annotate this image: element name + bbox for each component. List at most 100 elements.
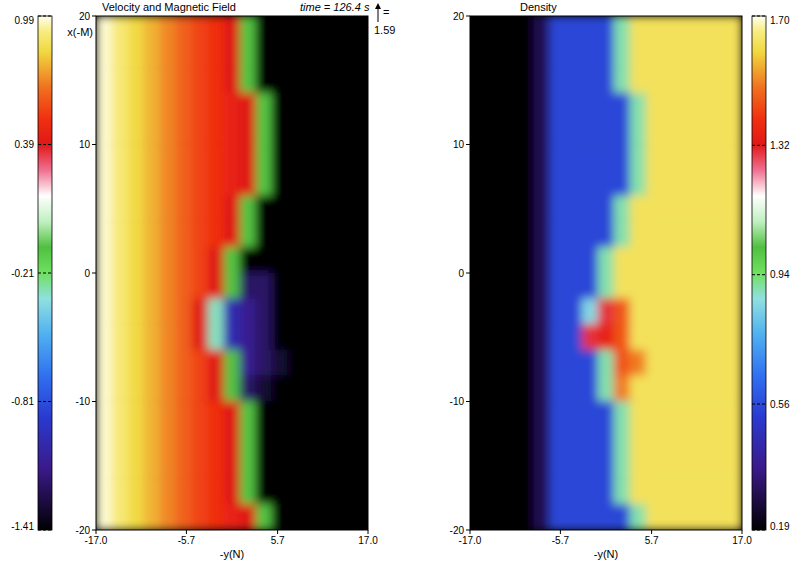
heatmap-cell	[582, 453, 599, 479]
heatmap-cell	[470, 376, 486, 402]
colorbar-tick	[752, 145, 766, 146]
scale-arrow-head	[375, 3, 381, 9]
heatmap-cell	[96, 453, 112, 479]
colorbar-tick-label: 0.39	[15, 139, 35, 150]
heatmap-cell	[272, 324, 289, 350]
heatmap-cell	[518, 119, 535, 145]
heatmap-cell	[112, 119, 129, 145]
heatmap-cell	[208, 119, 225, 145]
heatmap-cell	[128, 247, 145, 273]
heatmap-cell	[566, 298, 583, 324]
heatmap-cell	[502, 221, 519, 247]
heatmap-cell	[240, 170, 257, 196]
heatmap-cell	[128, 119, 145, 145]
heatmap-cell	[336, 16, 353, 42]
heatmap-cell	[598, 376, 615, 402]
heatmap-cell	[550, 504, 567, 530]
heatmap-cell	[144, 401, 161, 427]
heatmap-cell	[352, 119, 368, 145]
heatmap-cell	[176, 144, 193, 170]
heatmap-cell	[710, 427, 727, 453]
heatmap-cell	[144, 350, 161, 376]
heatmap-cell	[614, 376, 631, 402]
heatmap-cell	[566, 93, 583, 119]
heatmap-cell	[96, 376, 112, 402]
heatmap-cell	[288, 119, 305, 145]
heatmap-cell	[486, 427, 503, 453]
heatmap-cell	[224, 196, 241, 222]
heatmap-cell	[272, 504, 289, 530]
heatmap-cell	[304, 350, 321, 376]
heatmap-cell	[486, 119, 503, 145]
heatmap-cell	[598, 221, 615, 247]
heatmap-cell	[224, 453, 241, 479]
heatmap-cell	[96, 196, 112, 222]
heatmap-cell	[534, 273, 551, 299]
heatmap-cell	[320, 16, 337, 42]
heatmap-cell	[240, 119, 257, 145]
heatmap-cell	[144, 119, 161, 145]
heatmap-cell	[582, 401, 599, 427]
heatmap-cell	[176, 478, 193, 504]
heatmap-cell	[534, 478, 551, 504]
heatmap-cell	[518, 196, 535, 222]
heatmap-cell	[160, 93, 177, 119]
heatmap-cell	[630, 41, 647, 67]
colorbar-tick-label: 1.70	[770, 15, 790, 26]
heatmap-cell	[352, 453, 368, 479]
heatmap-cell	[646, 427, 663, 453]
heatmap-cell	[144, 427, 161, 453]
heatmap-cell	[566, 350, 583, 376]
heatmap-cell	[630, 273, 647, 299]
heatmap-cell	[208, 170, 225, 196]
heatmap-cell	[710, 298, 727, 324]
heatmap-cell	[320, 298, 337, 324]
heatmap-cell	[144, 144, 161, 170]
x-axis-title: -y(N)	[594, 548, 618, 560]
plot-frame	[96, 16, 368, 530]
heatmap-cell	[678, 67, 695, 93]
heatmap-cell	[726, 427, 742, 453]
heatmap-cell	[662, 144, 679, 170]
heatmap-cell	[470, 67, 486, 93]
heatmap-cell	[550, 401, 567, 427]
heatmap-cell	[304, 273, 321, 299]
heatmap-cell	[518, 221, 535, 247]
heatmap-cell	[486, 401, 503, 427]
heatmap-cell	[288, 376, 305, 402]
heatmap-cell	[160, 504, 177, 530]
heatmap-cell	[502, 170, 519, 196]
x-tick	[470, 530, 471, 534]
heatmap-cell	[272, 401, 289, 427]
heatmap-cell	[726, 478, 742, 504]
heatmap-cell	[336, 93, 353, 119]
heatmap-cell	[176, 221, 193, 247]
heatmap-cell	[646, 298, 663, 324]
heatmap-cell	[518, 453, 535, 479]
heatmap-cell	[566, 196, 583, 222]
heatmap-cell	[352, 504, 368, 530]
heatmap-cell	[710, 504, 727, 530]
heatmap-cell	[176, 401, 193, 427]
y-tick	[92, 273, 96, 274]
heatmap-cell	[256, 67, 273, 93]
heatmap-cell	[144, 247, 161, 273]
heatmap-cell	[192, 119, 209, 145]
heatmap-cell	[518, 144, 535, 170]
heatmap-cell	[224, 247, 241, 273]
heatmap-cell	[710, 401, 727, 427]
heatmap-cell	[208, 504, 225, 530]
heatmap-cell	[336, 221, 353, 247]
heatmap-cell	[726, 144, 742, 170]
heatmap-cell	[534, 93, 551, 119]
heatmap-cell	[112, 324, 129, 350]
heatmap-cell	[630, 144, 647, 170]
heatmap-cell	[192, 170, 209, 196]
heatmap-cell	[614, 298, 631, 324]
heatmap-cell	[582, 196, 599, 222]
heatmap-cell	[518, 478, 535, 504]
heatmap-cell	[534, 221, 551, 247]
heatmap-cell	[144, 504, 161, 530]
colorbar-tick	[752, 530, 766, 531]
heatmap-cell	[518, 427, 535, 453]
